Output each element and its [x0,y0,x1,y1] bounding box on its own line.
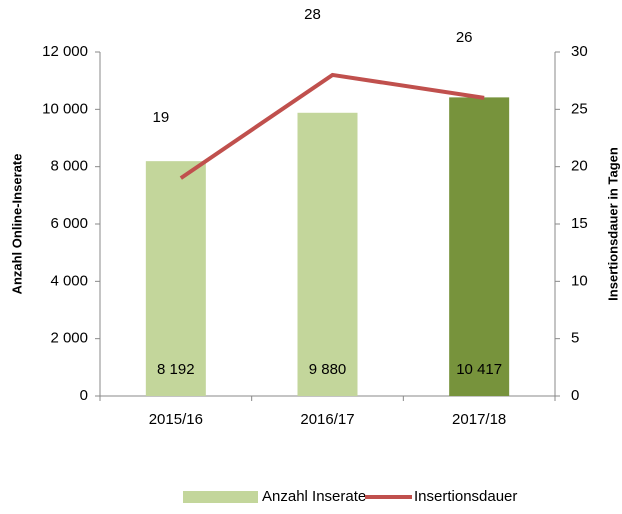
line-value-label: 19 [152,109,169,126]
y-tick-label: 6 000 [50,215,88,232]
y2-tick-label: 30 [571,43,588,60]
y-tick-label: 0 [80,387,88,404]
y-axis-label: Anzahl Online-Inserate [9,154,24,295]
y-tick-label: 12 000 [42,43,88,60]
x-tick-label: 2016/17 [300,411,354,428]
legend-label: Insertionsdauer [414,488,517,505]
bar-value-label: 8 192 [157,361,195,378]
bar [145,161,206,396]
bar [297,112,358,397]
y-tick-label: 2 000 [50,330,88,347]
y2-axis-label: Insertionsdauer in Tagen [605,147,620,301]
y2-tick-label: 25 [571,100,588,117]
y2-tick-label: 15 [571,215,588,232]
y2-tick-label: 10 [571,272,588,289]
y2-tick-label: 5 [571,330,579,347]
bar-value-label: 10 417 [456,361,502,378]
y-tick-label: 10 000 [42,100,88,117]
legend-label: Anzahl Inserate [262,488,366,505]
line-value-label: 26 [456,29,473,46]
bar-value-label: 9 880 [309,361,347,378]
x-tick-label: 2015/16 [149,411,203,428]
y2-tick-label: 20 [571,158,588,175]
y-tick-label: 4 000 [50,272,88,289]
line-value-label: 28 [304,6,321,23]
y-tick-label: 8 000 [50,158,88,175]
legend-swatch [183,491,258,503]
y2-tick-label: 0 [571,387,579,404]
bar [449,97,510,396]
x-tick-label: 2017/18 [452,411,506,428]
line [179,72,485,180]
